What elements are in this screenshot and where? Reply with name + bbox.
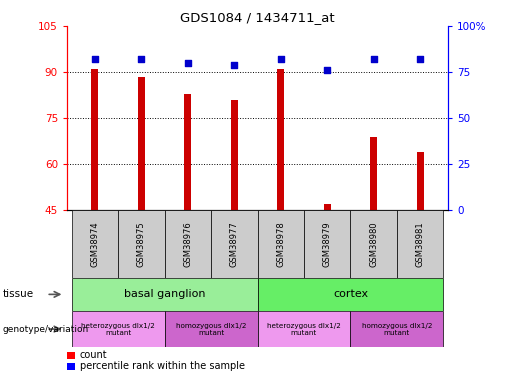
Bar (370, 136, 377, 210)
Point (370, 56, 378, 62)
Text: GSM38976: GSM38976 (183, 221, 192, 267)
Point (277, 56, 285, 62)
Bar (258, 311, 350, 347)
Point (91, 56, 99, 62)
Text: GSM38977: GSM38977 (230, 221, 239, 267)
Bar (277, 69, 284, 210)
Bar (304, 210, 350, 278)
Bar (165, 311, 258, 347)
Text: percentile rank within the sample: percentile rank within the sample (80, 362, 245, 371)
Point (416, 56, 424, 62)
Text: count: count (80, 350, 108, 360)
Text: basal ganglion: basal ganglion (124, 290, 205, 299)
Bar (138, 77, 145, 210)
Bar (72, 311, 165, 347)
Bar (231, 100, 238, 210)
Bar (350, 210, 397, 278)
Bar (118, 210, 165, 278)
Bar (211, 210, 258, 278)
Text: homozygous dlx1/2
mutant: homozygous dlx1/2 mutant (362, 322, 432, 336)
Title: GDS1084 / 1434711_at: GDS1084 / 1434711_at (180, 11, 335, 24)
Text: GSM38978: GSM38978 (276, 221, 285, 267)
Text: GSM38975: GSM38975 (137, 221, 146, 267)
Bar (165, 210, 211, 278)
Bar (417, 152, 424, 210)
Point (230, 62, 238, 68)
Bar (397, 210, 443, 278)
Bar (258, 210, 304, 278)
Text: heterozygous dlx1/2
mutant: heterozygous dlx1/2 mutant (267, 322, 341, 336)
Point (137, 56, 145, 62)
Bar (91, 69, 98, 210)
Bar (350, 311, 443, 347)
Bar (258, 278, 443, 311)
Bar (324, 204, 331, 210)
Bar (67, 363, 75, 370)
Bar (72, 210, 118, 278)
Bar (184, 94, 191, 210)
Bar (72, 278, 258, 311)
Text: GSM38979: GSM38979 (323, 221, 332, 267)
Text: GSM38981: GSM38981 (416, 221, 425, 267)
Bar (67, 352, 75, 359)
Text: cortex: cortex (333, 290, 368, 299)
Text: GSM38974: GSM38974 (90, 221, 99, 267)
Text: heterozygous dlx1/2
mutant: heterozygous dlx1/2 mutant (81, 322, 155, 336)
Text: tissue: tissue (3, 290, 33, 299)
Text: GSM38980: GSM38980 (369, 221, 378, 267)
Text: genotype/variation: genotype/variation (3, 324, 89, 334)
Text: homozygous dlx1/2
mutant: homozygous dlx1/2 mutant (176, 322, 246, 336)
Point (323, 68, 331, 74)
Point (184, 60, 192, 66)
